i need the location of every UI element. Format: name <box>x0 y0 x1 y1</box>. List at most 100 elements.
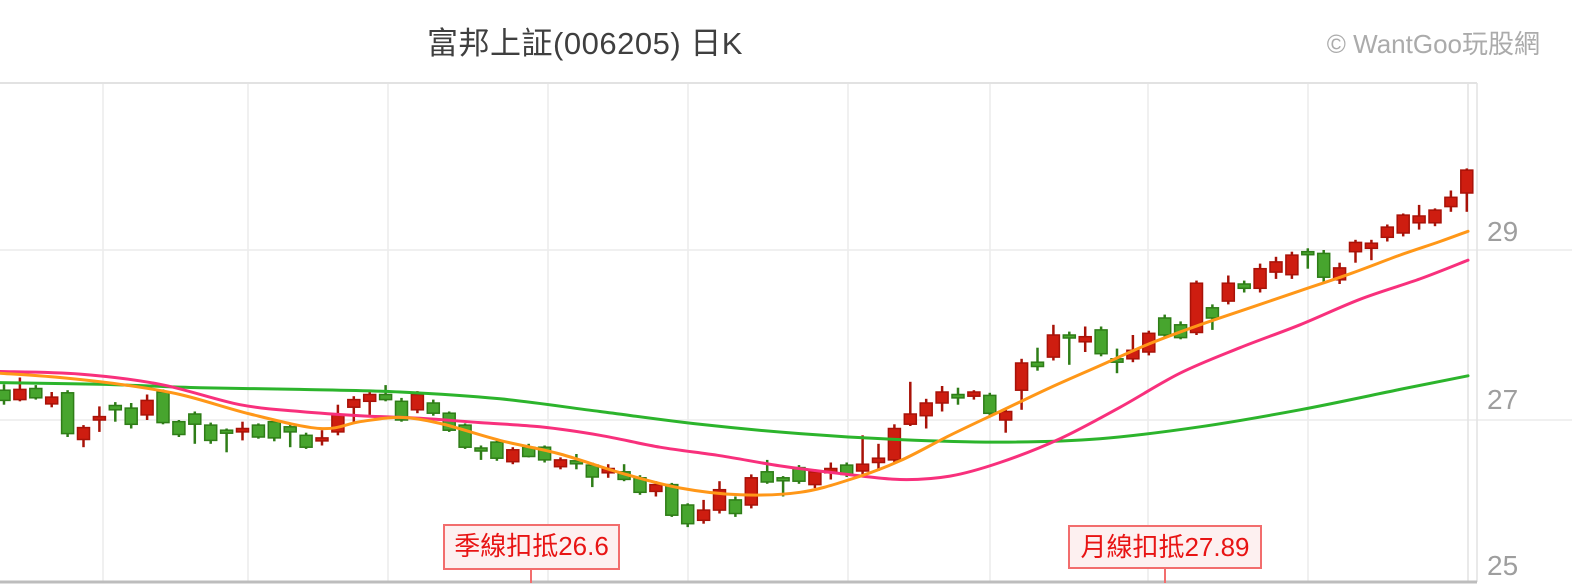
candle-up[interactable] <box>140 394 154 421</box>
candle-up[interactable] <box>696 499 711 524</box>
candle-up[interactable] <box>1269 256 1283 279</box>
candle-up[interactable] <box>76 425 91 448</box>
candle-body <box>1428 209 1442 224</box>
candle-down[interactable] <box>203 422 218 444</box>
candle-up[interactable] <box>1396 213 1410 237</box>
candle-down[interactable] <box>474 445 488 460</box>
candle-body <box>140 399 154 416</box>
candle-down[interactable] <box>426 399 441 416</box>
candle-down[interactable] <box>299 432 313 449</box>
candle-body <box>267 420 282 439</box>
candle-down[interactable] <box>283 424 297 448</box>
candle-down[interactable] <box>490 440 504 461</box>
candle-down[interactable] <box>188 411 202 444</box>
candle-down[interactable] <box>728 496 743 517</box>
candle-up[interactable] <box>1460 168 1474 212</box>
candle-body <box>1285 254 1299 276</box>
candle-body <box>855 463 870 472</box>
candle-up[interactable] <box>410 391 425 414</box>
y-axis-label: 29 <box>1487 216 1519 247</box>
candle-up[interactable] <box>998 409 1013 433</box>
candle-down[interactable] <box>267 419 282 442</box>
candle-down[interactable] <box>983 392 997 417</box>
candle-down[interactable] <box>1094 326 1108 357</box>
candle-body <box>649 483 663 493</box>
candle-up[interactable] <box>347 396 361 424</box>
candle-body <box>29 387 43 399</box>
candle-up[interactable] <box>1444 190 1458 212</box>
candle-down[interactable] <box>29 385 43 400</box>
candle-down[interactable] <box>1157 314 1172 337</box>
candle-up[interactable] <box>712 481 727 514</box>
candle-body <box>1014 362 1029 391</box>
ma-pink-line <box>0 258 1470 482</box>
candle-up[interactable] <box>887 424 902 463</box>
candle-body <box>506 449 520 463</box>
candle-body <box>998 410 1013 421</box>
candle-body <box>680 504 695 525</box>
candle-down[interactable] <box>665 482 679 517</box>
candle-body <box>1460 169 1474 194</box>
candle-body <box>967 391 981 397</box>
candle-down[interactable] <box>1316 250 1331 283</box>
candle-up[interactable] <box>235 421 250 441</box>
candle-up[interactable] <box>1428 208 1442 227</box>
candle-body <box>203 424 218 442</box>
candle-up[interactable] <box>1285 251 1299 279</box>
candle-up[interactable] <box>1078 326 1092 353</box>
candle-down[interactable] <box>0 384 11 405</box>
candle-body <box>1444 196 1458 208</box>
candle-body <box>490 441 504 459</box>
candle-body <box>1396 214 1410 234</box>
candle-down[interactable] <box>1030 347 1045 371</box>
candle-up[interactable] <box>1332 262 1347 284</box>
annotation-pointer-line <box>530 569 532 583</box>
candle-up[interactable] <box>1221 275 1236 305</box>
candle-down[interactable] <box>124 403 138 429</box>
candle-down[interactable] <box>251 423 266 439</box>
candle-up[interactable] <box>1348 239 1363 263</box>
candle-up[interactable] <box>967 390 981 400</box>
candle-up[interactable] <box>315 430 329 446</box>
candle-up[interactable] <box>1364 239 1379 261</box>
candle-up[interactable] <box>1253 263 1267 293</box>
candle-down[interactable] <box>156 389 170 425</box>
candle-up[interactable] <box>506 447 520 465</box>
candle-up[interactable] <box>92 406 107 432</box>
candle-up[interactable] <box>919 398 933 429</box>
candle-body <box>1221 282 1236 302</box>
candle-down[interactable] <box>680 503 695 528</box>
candle-down[interactable] <box>60 390 75 437</box>
candle-up[interactable] <box>553 457 568 470</box>
candle-down[interactable] <box>458 423 472 449</box>
candle-body <box>1189 282 1204 334</box>
candle-down[interactable] <box>394 397 409 422</box>
candle-up[interactable] <box>855 435 870 475</box>
candle-down[interactable] <box>1062 331 1077 365</box>
candle-up[interactable] <box>935 386 949 412</box>
y-axis-label: 27 <box>1487 384 1519 415</box>
candle-up[interactable] <box>44 392 59 408</box>
candle-down[interactable] <box>108 402 123 422</box>
chart-title: 富邦上証(006205) 日K <box>427 26 743 61</box>
candle-body <box>1030 361 1045 368</box>
candle-down[interactable] <box>172 420 186 437</box>
candle-up[interactable] <box>13 377 27 402</box>
candle-up[interactable] <box>331 404 345 436</box>
candle-up[interactable] <box>1380 224 1395 242</box>
candle-down[interactable] <box>378 385 393 402</box>
candle-up[interactable] <box>903 381 918 426</box>
candle-down[interactable] <box>1237 280 1251 293</box>
candle-down[interactable] <box>1205 304 1220 330</box>
candle-down[interactable] <box>1301 248 1315 269</box>
candle-down[interactable] <box>219 428 234 453</box>
candle-up[interactable] <box>871 443 886 471</box>
candle-body <box>553 459 568 468</box>
candle-up[interactable] <box>744 474 759 509</box>
candle-up[interactable] <box>362 391 377 415</box>
candle-up[interactable] <box>1412 204 1426 230</box>
candle-up[interactable] <box>1046 324 1061 361</box>
candle-down[interactable] <box>951 387 965 405</box>
